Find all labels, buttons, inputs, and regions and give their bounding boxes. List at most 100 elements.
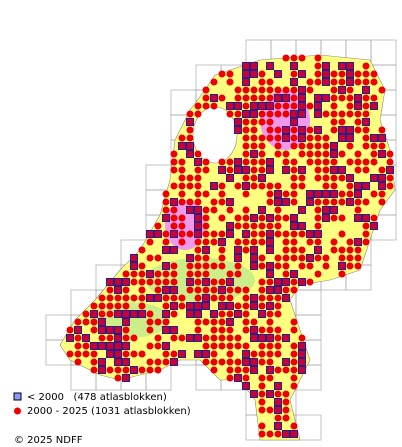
recent-record (170, 334, 178, 342)
old-record (106, 350, 114, 358)
old-record (362, 214, 370, 222)
recent-record (234, 86, 242, 94)
old-record (90, 310, 98, 318)
recent-record (202, 318, 210, 326)
recent-record (226, 366, 234, 374)
recent-record (162, 230, 170, 238)
recent-record (362, 238, 370, 246)
recent-record (242, 214, 250, 222)
recent-record (274, 326, 282, 334)
recent-record (154, 222, 162, 230)
recent-record (362, 198, 370, 206)
old-record (226, 230, 234, 238)
recent-record (226, 334, 234, 342)
old-record (322, 78, 330, 86)
recent-record (274, 262, 282, 270)
recent-record (258, 254, 266, 262)
recent-record (202, 334, 210, 342)
old-record (266, 214, 274, 222)
recent-record (306, 278, 314, 286)
legend-square (13, 392, 22, 401)
recent-record (290, 350, 298, 358)
recent-record (250, 86, 258, 94)
old-record (186, 310, 194, 318)
recent-record (258, 262, 266, 270)
old-record (274, 286, 282, 294)
recent-record (282, 254, 290, 262)
old-record (322, 62, 330, 70)
recent-record (258, 70, 266, 78)
recent-record (346, 158, 354, 166)
old-record (378, 182, 386, 190)
old-record (362, 182, 370, 190)
old-record (98, 326, 106, 334)
recent-record (322, 198, 330, 206)
old-record (354, 238, 362, 246)
old-record (330, 190, 338, 198)
recent-record (234, 366, 242, 374)
recent-record (242, 142, 250, 150)
recent-record (274, 390, 282, 398)
recent-record (362, 102, 370, 110)
old-record (338, 86, 346, 94)
grid-cell (295, 289, 322, 316)
old-record (314, 190, 322, 198)
recent-record (242, 294, 250, 302)
recent-record (226, 286, 234, 294)
old-record (322, 206, 330, 214)
recent-record (314, 174, 322, 182)
old-record (298, 166, 306, 174)
recent-record (338, 198, 346, 206)
old-record (234, 118, 242, 126)
recent-record (90, 358, 98, 366)
recent-record (194, 278, 202, 286)
recent-record (154, 334, 162, 342)
old-record (162, 286, 170, 294)
grid-cell (295, 414, 322, 441)
old-record (346, 174, 354, 182)
recent-record (218, 310, 226, 318)
recent-record (306, 126, 314, 134)
old-record (138, 310, 146, 318)
recent-record (162, 278, 170, 286)
recent-record (314, 166, 322, 174)
recent-record (258, 294, 266, 302)
recent-record (210, 262, 218, 270)
old-record (378, 134, 386, 142)
old-record (282, 358, 290, 366)
old-record (330, 142, 338, 150)
recent-record (346, 94, 354, 102)
old-record (178, 350, 186, 358)
old-record (234, 126, 242, 134)
recent-record (218, 294, 226, 302)
recent-record (186, 286, 194, 294)
recent-record (370, 78, 378, 86)
recent-record (258, 158, 266, 166)
recent-record (258, 78, 266, 86)
old-record (122, 318, 130, 326)
recent-record (290, 358, 298, 366)
recent-record (282, 110, 290, 118)
old-record (218, 302, 226, 310)
recent-record (162, 350, 170, 358)
old-record (114, 358, 122, 366)
old-record (298, 102, 306, 110)
recent-record (202, 238, 210, 246)
recent-record (306, 102, 314, 110)
old-record (346, 78, 354, 86)
recent-record (266, 430, 274, 438)
old-record (186, 206, 194, 214)
recent-record (162, 198, 170, 206)
recent-record (298, 142, 306, 150)
recent-record (154, 286, 162, 294)
recent-record (330, 94, 338, 102)
old-record (274, 70, 282, 78)
old-record (226, 198, 234, 206)
recent-record (178, 302, 186, 310)
recent-record (290, 134, 298, 142)
recent-record (218, 198, 226, 206)
recent-record (90, 318, 98, 326)
recent-record (282, 230, 290, 238)
recent-record (370, 142, 378, 150)
recent-record (250, 142, 258, 150)
